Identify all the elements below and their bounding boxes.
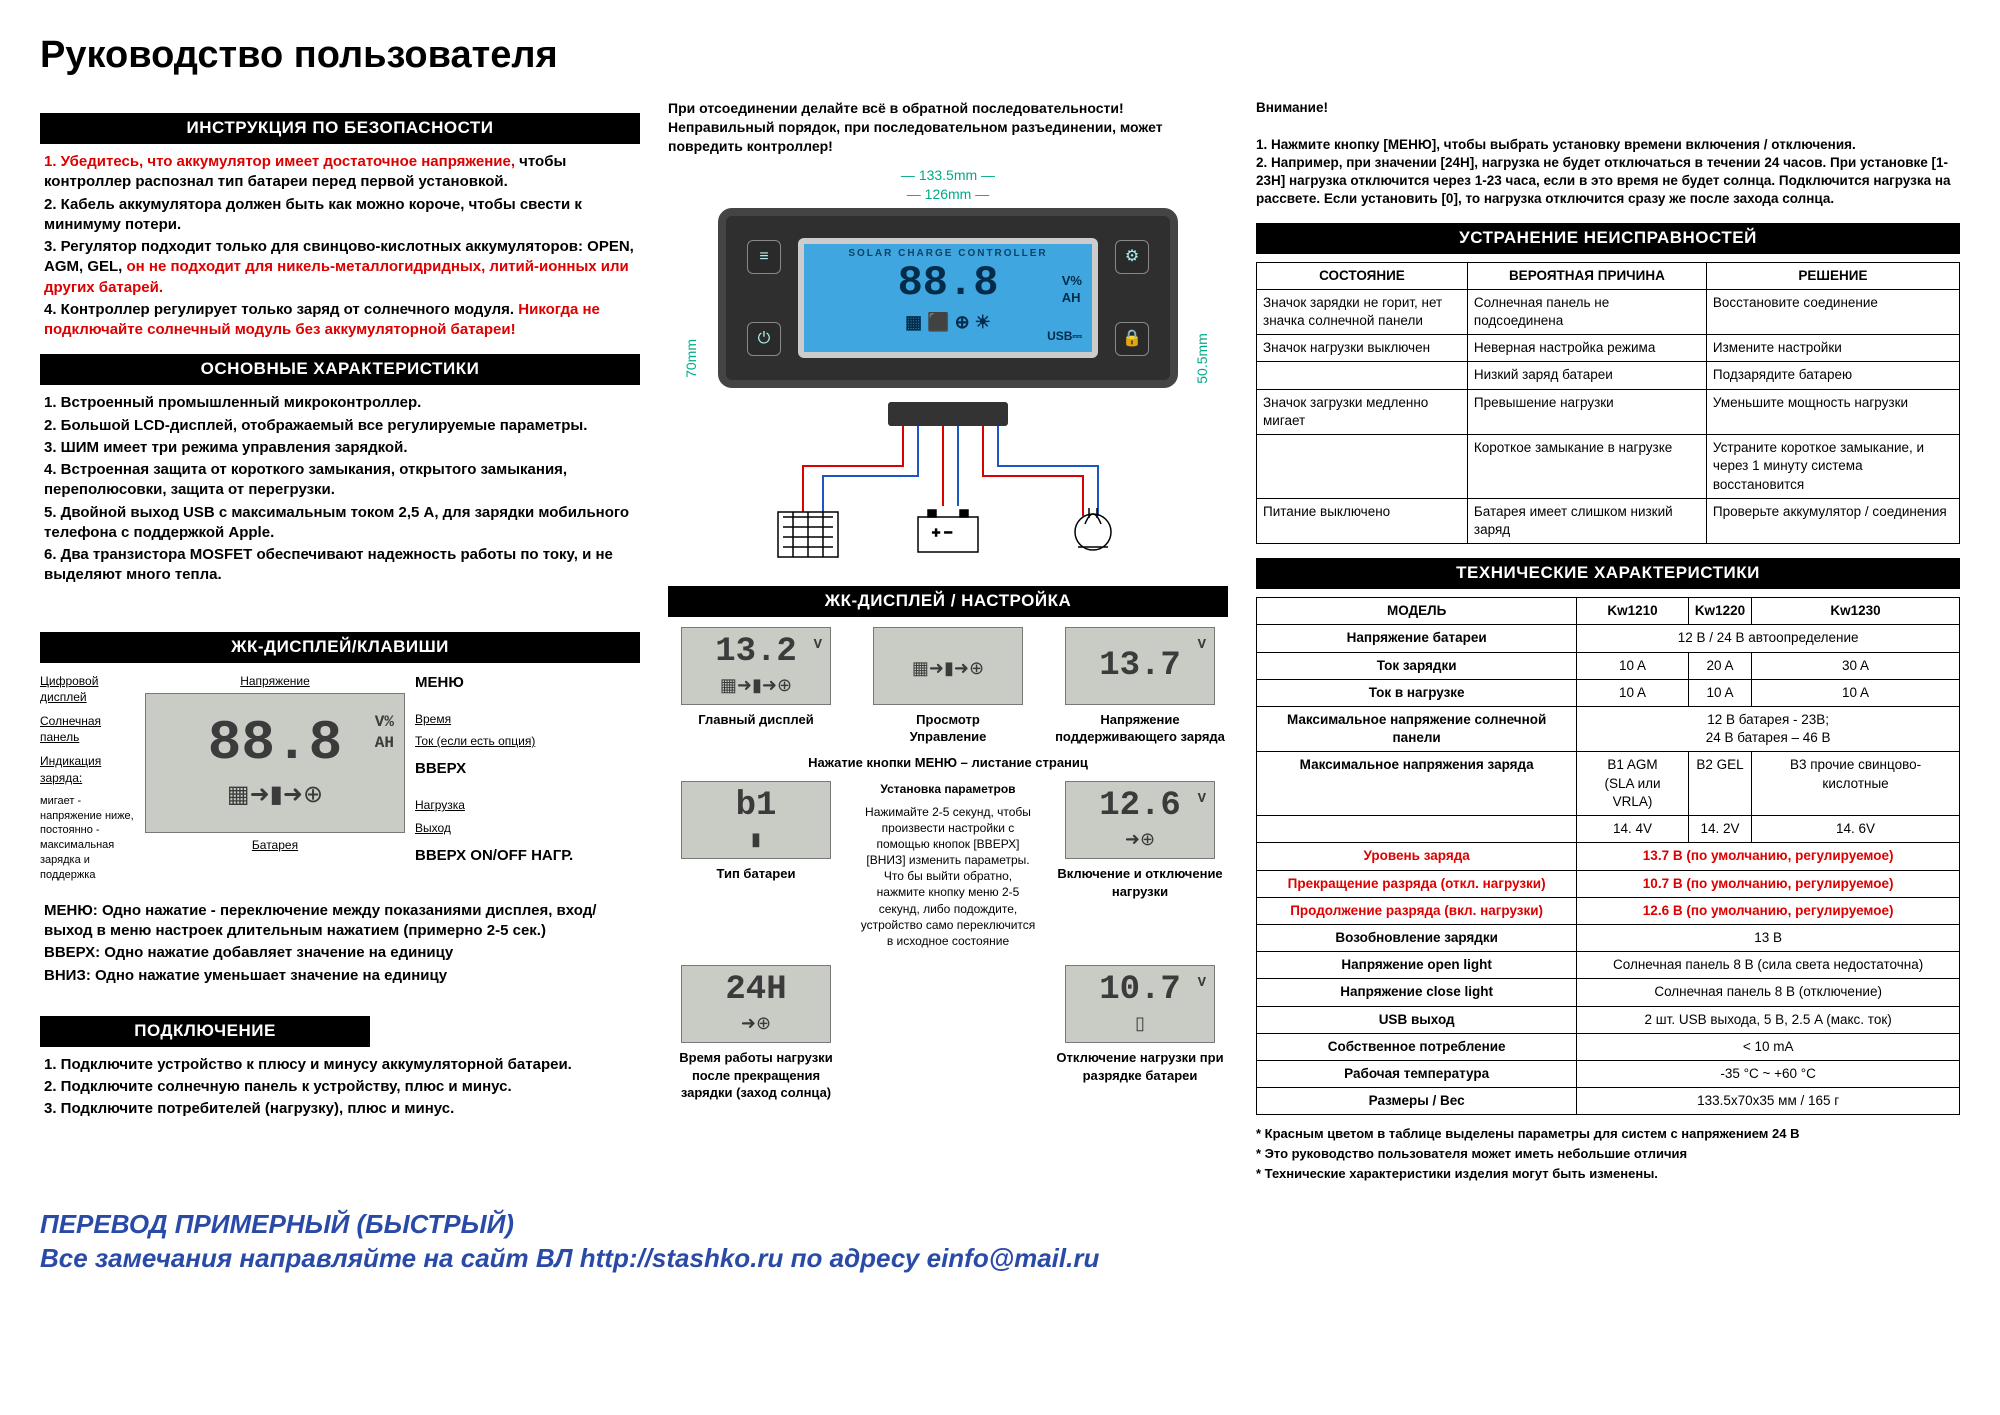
features-list: 1. Встроенный промышленный микроконтролл… — [40, 393, 640, 585]
spec-table: МОДЕЛЬ Kw1210 Kw1220 Kw1230 Напряжение б… — [1256, 597, 1960, 1115]
spec-heading: ТЕХНИЧЕСКИЕ ХАРАКТЕРИСТИКИ — [1256, 558, 1960, 589]
gear-button-icon: ⚙ — [1115, 240, 1149, 274]
page-title: Руководство пользователя — [40, 30, 1960, 81]
lcd-row-1: 13.2V▦➜▮➜⊕Главный дисплей ▦➜▮➜⊕Просмотр … — [668, 627, 1228, 746]
troubleshooting-table: СОСТОЯНИЕ ВЕРОЯТНАЯ ПРИЧИНА РЕШЕНИЕ Знач… — [1256, 262, 1960, 545]
main-lcd-diagram: 88.8 V% AH ▦➜▮➜⊕ — [145, 693, 405, 833]
lcd-row-3: 24H➜⊕Время работы нагрузки после прекращ… — [668, 965, 1228, 1102]
connection-list: 1. Подключите устройство к плюсу и минус… — [40, 1055, 640, 1120]
device-diagram: — 133.5mm — — 126mm — 70mm 50.5mm ≡ ⏻ SO… — [678, 166, 1218, 572]
attention-block: Внимание! 1. Нажмите кнопку [МЕНЮ], чтоб… — [1256, 99, 1960, 208]
wiring-diagram: + − — [718, 402, 1178, 572]
device-screen: SOLAR CHARGE CONTROLLER 88.8 V% AH ▦ ⬛ ⊕… — [798, 238, 1098, 358]
display-diagram: Цифровой дисплей Солнечная панель Индика… — [40, 673, 640, 891]
display-keys-heading: ЖК-ДИСПЛЕЙ/КЛАВИШИ — [40, 632, 640, 663]
display-keys-notes: МЕНЮ: Одно нажатие - переключение между … — [40, 901, 640, 986]
menu-button-icon: ≡ — [747, 240, 781, 274]
connection-heading: ПОДКЛЮЧЕНИЕ — [40, 1016, 370, 1047]
safety-list: 1. Убедитесь, что аккумулятор имеет дост… — [40, 152, 640, 340]
lcd-mid-note: Нажатие кнопки МЕНЮ – листание страниц — [668, 754, 1228, 772]
svg-text:+ −: + − — [932, 524, 952, 540]
lcd-row-2: b1▮Тип батареи Установка параметров Нажи… — [668, 781, 1228, 949]
footnotes: * Красным цветом в таблице выделены пара… — [1256, 1125, 1960, 1182]
clock-button-icon: ⏻ — [747, 322, 781, 356]
disconnect-warning: При отсоединении делайте всё в обратной … — [668, 99, 1228, 156]
lock-button-icon: 🔒 — [1115, 322, 1149, 356]
trouble-heading: УСТРАНЕНИЕ НЕИСПРАВНОСТЕЙ — [1256, 223, 1960, 254]
safety-heading: ИНСТРУКЦИЯ ПО БЕЗОПАСНОСТИ — [40, 113, 640, 144]
lcd-heading: ЖК-ДИСПЛЕЙ / НАСТРОЙКА — [668, 586, 1228, 617]
features-heading: ОСНОВНЫЕ ХАРАКТЕРИСТИКИ — [40, 354, 640, 385]
footer: ПЕРЕВОД ПРИМЕРНЫЙ (БЫСТРЫЙ) Все замечани… — [40, 1208, 1960, 1276]
